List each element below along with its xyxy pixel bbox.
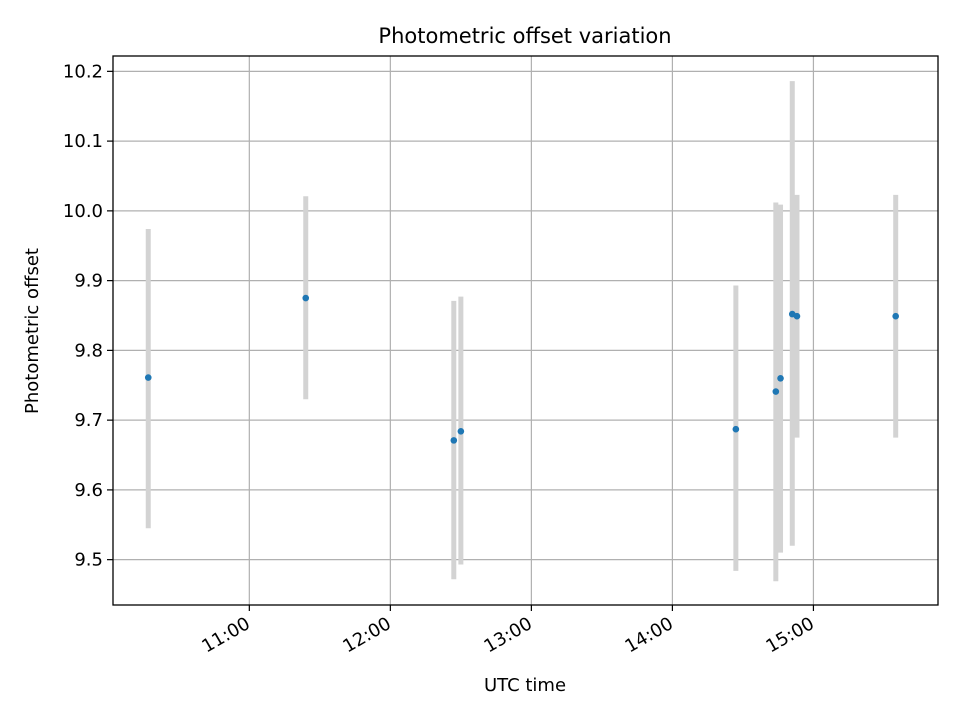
data-point: [457, 428, 465, 435]
y-axis-label: Photometric offset: [22, 248, 43, 414]
data-points: [144, 294, 899, 444]
y-tick-label: 10.0: [63, 201, 103, 222]
data-point: [732, 425, 740, 433]
y-tick-label: 9.9: [74, 271, 103, 292]
x-axis-label: UTC time: [484, 675, 566, 696]
data-point: [777, 374, 784, 382]
chart-title: Photometric offset variation: [378, 24, 671, 48]
y-tick-label: 9.8: [74, 340, 103, 361]
y-tick-label: 10.1: [63, 131, 103, 152]
y-tick-label: 9.7: [74, 410, 103, 431]
y-tick-label: 9.6: [74, 480, 103, 501]
data-point: [144, 374, 152, 381]
grid: [113, 56, 938, 605]
data-point: [892, 312, 899, 320]
y-tick-label: 10.2: [63, 61, 103, 82]
data-point: [772, 388, 780, 395]
plot-frame: [112, 55, 939, 606]
data-point: [302, 294, 310, 302]
data-point: [793, 312, 801, 320]
y-axis: 9.5 9.6 9.7 9.8 9.9 10.0 10.1 10.2: [63, 61, 113, 571]
data-point: [450, 437, 458, 444]
y-tick-label: 9.5: [74, 550, 103, 571]
